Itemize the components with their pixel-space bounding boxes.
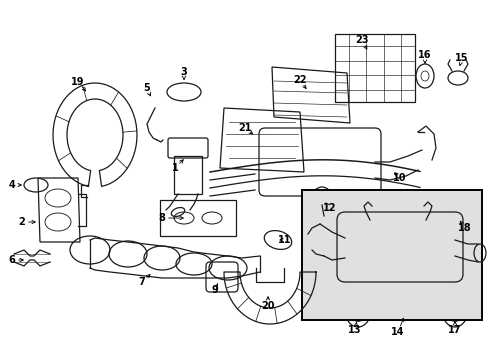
Text: 15: 15 bbox=[454, 53, 468, 63]
Text: 3: 3 bbox=[180, 67, 187, 77]
Text: 19: 19 bbox=[71, 77, 84, 87]
Text: 14: 14 bbox=[390, 327, 404, 337]
Text: 2: 2 bbox=[19, 217, 25, 227]
Text: 10: 10 bbox=[392, 173, 406, 183]
Text: 11: 11 bbox=[278, 235, 291, 245]
Bar bbox=[174, 156, 202, 194]
Bar bbox=[302, 190, 481, 320]
Text: 17: 17 bbox=[447, 325, 461, 335]
Bar bbox=[160, 200, 236, 236]
Bar bbox=[334, 34, 414, 102]
Text: 8: 8 bbox=[158, 213, 165, 223]
Text: 6: 6 bbox=[9, 255, 15, 265]
Text: 9: 9 bbox=[211, 285, 218, 295]
Text: 23: 23 bbox=[354, 35, 368, 45]
Text: 21: 21 bbox=[238, 123, 251, 133]
Text: 5: 5 bbox=[143, 83, 150, 93]
Text: 16: 16 bbox=[417, 50, 431, 60]
Text: 22: 22 bbox=[293, 75, 306, 85]
Text: 12: 12 bbox=[323, 203, 336, 213]
Text: 13: 13 bbox=[347, 325, 361, 335]
Text: 20: 20 bbox=[261, 301, 274, 311]
Text: 7: 7 bbox=[138, 277, 145, 287]
Text: 4: 4 bbox=[9, 180, 15, 190]
Text: 18: 18 bbox=[457, 223, 471, 233]
Text: 1: 1 bbox=[171, 163, 178, 173]
